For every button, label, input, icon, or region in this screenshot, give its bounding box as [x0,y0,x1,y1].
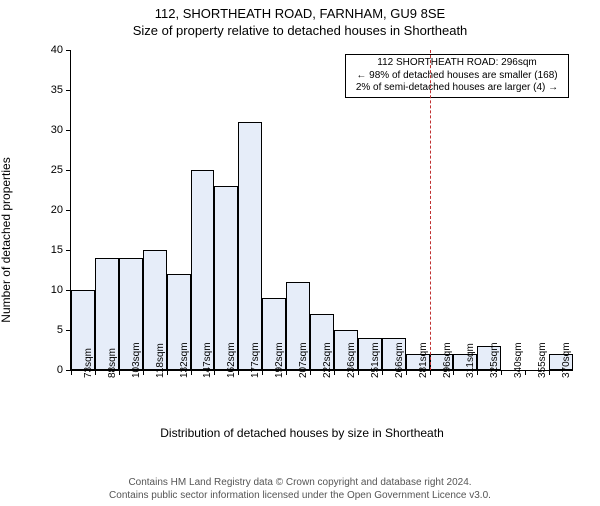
annotation-box: 112 SHORTHEATH ROAD: 296sqm ← 98% of det… [345,54,569,98]
x-tick [191,370,192,375]
y-tick [66,290,70,291]
annotation-line-2: ← 98% of detached houses are smaller (16… [350,70,564,83]
y-tick-label: 25 [51,164,63,176]
x-tick [119,370,120,375]
footer-line-1: Contains HM Land Registry data © Crown c… [0,477,600,490]
x-tick [71,370,72,375]
x-tick [525,370,526,375]
y-tick-label: 35 [51,84,63,96]
y-tick-label: 30 [51,124,63,136]
x-tick-label: 73sqm [83,348,94,378]
y-tick-label: 15 [51,244,63,256]
y-tick [66,50,70,51]
x-tick-label: 132sqm [179,342,190,378]
x-tick [549,370,550,375]
x-tick-label: 88sqm [107,348,118,378]
annotation-line-1: 112 SHORTHEATH ROAD: 296sqm [350,57,564,70]
y-tick-label: 5 [57,324,63,336]
x-tick-label: 236sqm [346,342,357,378]
y-tick [66,130,70,131]
x-tick [95,370,96,375]
x-tick [382,370,383,375]
y-tick [66,210,70,211]
x-tick-label: 162sqm [226,342,237,378]
histogram-bar [191,170,215,370]
y-tick-label: 40 [51,44,63,56]
x-tick-label: 147sqm [202,342,213,378]
y-tick [66,370,70,371]
x-tick-label: 311sqm [465,343,476,378]
y-axis-label: Number of detached properties [0,157,13,322]
x-tick-label: 251sqm [370,342,381,378]
x-tick-label: 340sqm [513,342,524,378]
y-tick-label: 10 [51,284,63,296]
chart-supertitle: 112, SHORTHEATH ROAD, FARNHAM, GU9 8SE [0,6,600,21]
x-tick [358,370,359,375]
x-tick-label: 118sqm [155,343,166,378]
x-tick [143,370,144,375]
x-tick-label: 355sqm [537,342,548,378]
x-tick-label: 296sqm [442,342,453,378]
x-tick [167,370,168,375]
footer-line-2: Contains public sector information licen… [0,490,600,503]
y-tick [66,330,70,331]
x-tick [310,370,311,375]
chart-title: Size of property relative to detached ho… [0,23,600,38]
x-tick [262,370,263,375]
x-tick [453,370,454,375]
chart-area: Number of detached properties 112 SHORTH… [28,50,576,430]
x-tick-label: 325sqm [489,342,500,378]
reference-line [430,50,431,370]
x-tick-label: 281sqm [418,342,429,378]
x-tick-label: 177sqm [250,342,261,378]
x-tick [477,370,478,375]
histogram-bar [238,122,262,370]
x-tick-label: 222sqm [322,342,333,378]
chart-footer: Contains HM Land Registry data © Crown c… [0,477,600,502]
x-tick [214,370,215,375]
plot-region: 112 SHORTHEATH ROAD: 296sqm ← 98% of det… [70,50,573,371]
x-tick-label: 266sqm [394,342,405,378]
y-tick [66,250,70,251]
x-tick [286,370,287,375]
x-tick-label: 103sqm [131,342,142,378]
y-tick [66,170,70,171]
x-tick-label: 370sqm [561,342,572,378]
x-axis-title: Distribution of detached houses by size … [28,426,576,430]
x-tick [334,370,335,375]
x-tick-label: 207sqm [298,342,309,378]
x-tick [238,370,239,375]
annotation-line-3: 2% of semi-detached houses are larger (4… [350,82,564,95]
y-tick-label: 20 [51,204,63,216]
x-tick [406,370,407,375]
x-tick [501,370,502,375]
x-tick [430,370,431,375]
y-tick [66,90,70,91]
y-tick-label: 0 [57,364,63,376]
x-tick-label: 192sqm [274,342,285,378]
